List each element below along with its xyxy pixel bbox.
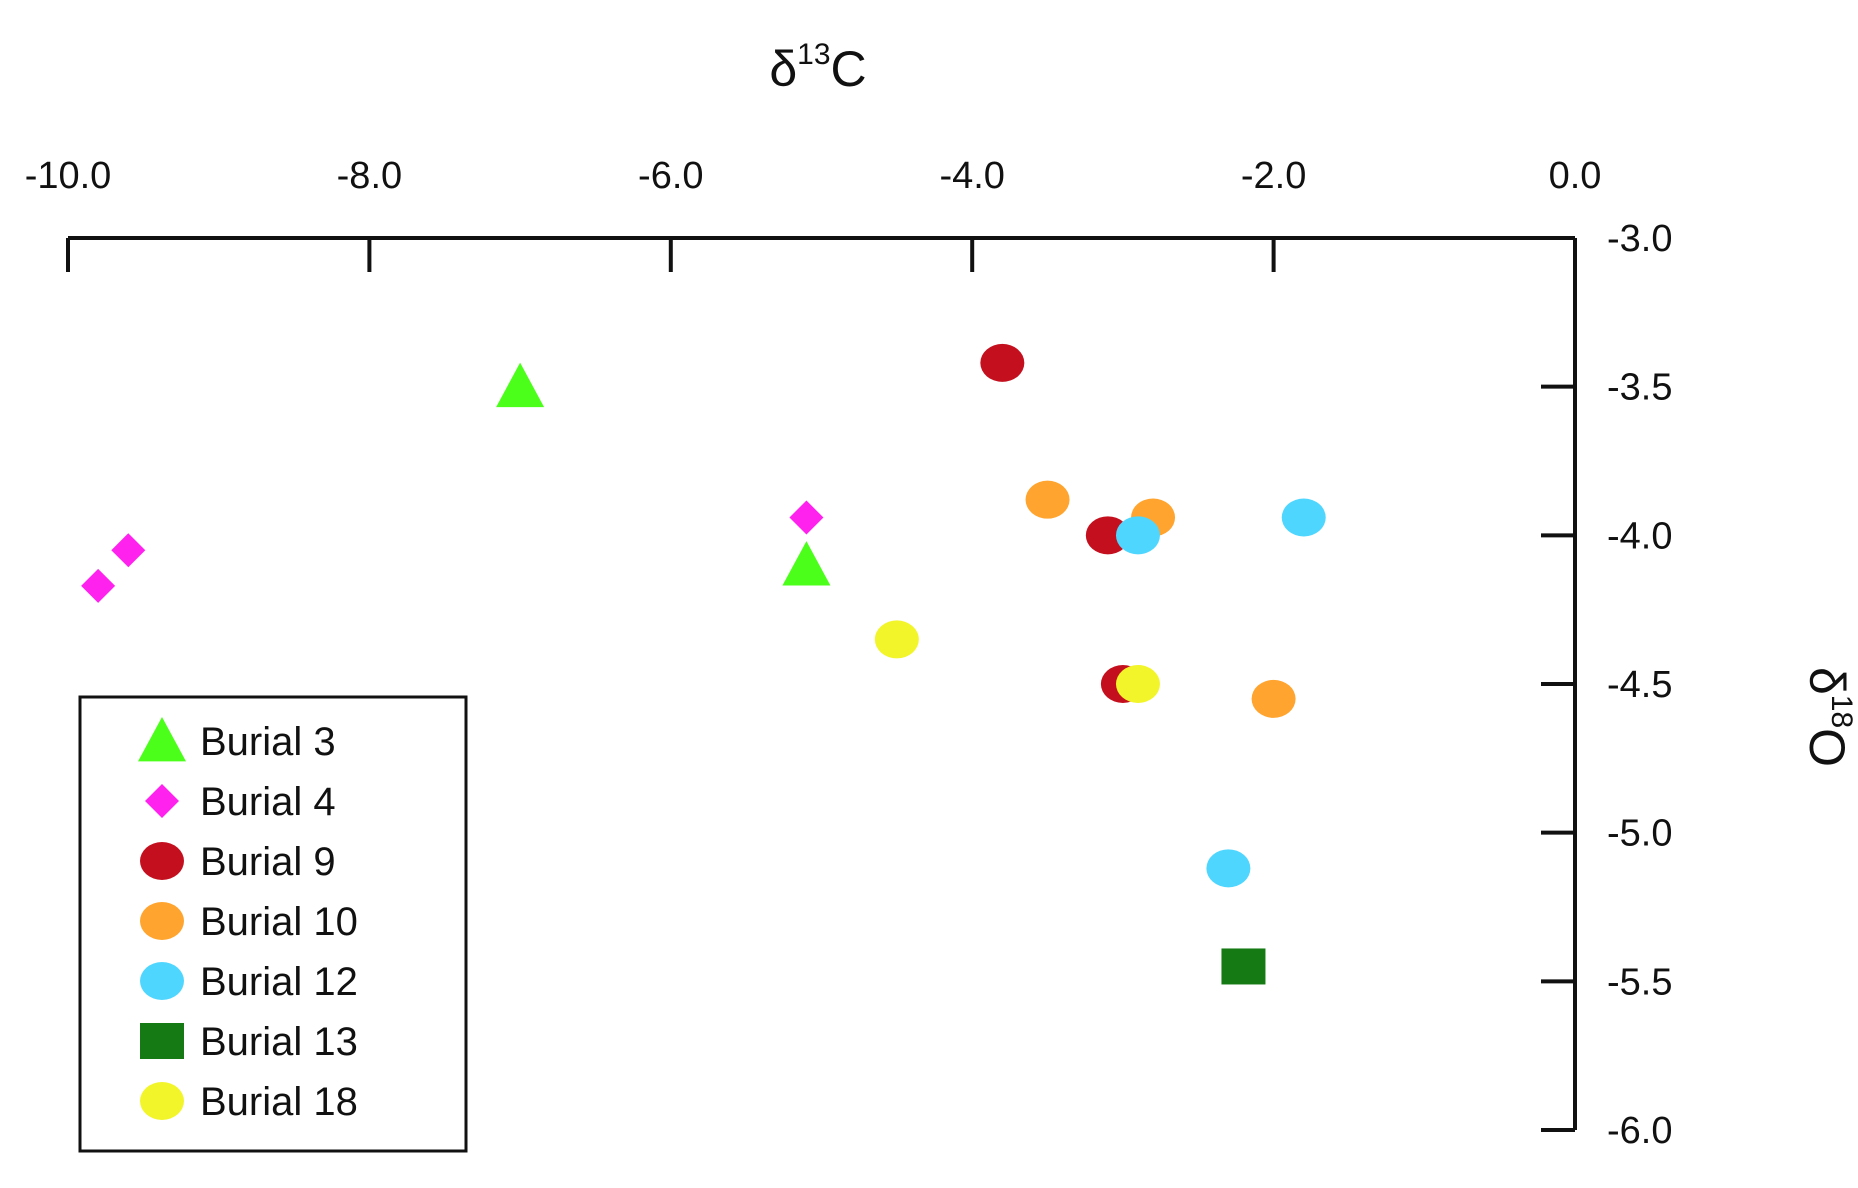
y-tick-label: -5.0 xyxy=(1607,813,1672,855)
x-tick-label: -2.0 xyxy=(1241,155,1306,197)
x-tick-label: -4.0 xyxy=(939,155,1004,197)
y-tick-label: -4.0 xyxy=(1607,515,1672,557)
legend-marker xyxy=(140,842,184,880)
x-tick-label: -6.0 xyxy=(638,155,703,197)
legend-marker xyxy=(140,1082,184,1120)
data-point xyxy=(1115,665,1160,703)
legend-marker xyxy=(145,784,179,818)
x-tick-label: -10.0 xyxy=(25,155,112,197)
data-point xyxy=(1085,516,1130,555)
y-tick-label: -5.5 xyxy=(1607,961,1672,1003)
axes: -10.0 -8.0 -6.0 -4.0 -2.0 0.0-3.0 -3.5 -4.0 -4.5… xyxy=(25,155,1673,1152)
data-point xyxy=(782,541,831,586)
y-tick-label: -3.5 xyxy=(1607,367,1672,409)
legend-label: Burial 10 xyxy=(200,900,358,944)
data-point xyxy=(789,500,824,535)
data-point xyxy=(1221,948,1266,985)
y-tick-label: -4.5 xyxy=(1607,664,1672,706)
legend: Burial 3 Burial 4 Burial 9 Burial 10 Burial … xyxy=(78,695,468,1153)
x-tick-label: 0.0 xyxy=(1549,155,1602,197)
legend-marker xyxy=(138,717,186,762)
y-axis-title: δ18O xyxy=(1799,667,1858,767)
y-tick-label: -6.0 xyxy=(1607,1110,1672,1152)
y-tick-label: -3.0 xyxy=(1607,218,1672,260)
data-point xyxy=(1025,480,1070,519)
legend-label: Burial 4 xyxy=(200,780,336,824)
data-point xyxy=(1251,679,1296,718)
legend-marker xyxy=(140,1023,184,1059)
data-point xyxy=(496,362,545,408)
legend-label: Burial 18 xyxy=(200,1080,358,1124)
legend-marker xyxy=(140,962,184,1000)
x-axis-title: δ13C xyxy=(769,38,866,97)
data-point xyxy=(1281,498,1326,537)
data-point xyxy=(111,533,146,568)
data-point xyxy=(874,620,919,659)
legend-label: Burial 9 xyxy=(200,840,336,884)
legend-label: Burial 3 xyxy=(200,720,336,764)
legend-label: Burial 12 xyxy=(200,960,358,1004)
data-point xyxy=(980,343,1025,382)
legend-marker xyxy=(140,902,184,940)
x-tick-label: -8.0 xyxy=(337,155,402,197)
legend-label: Burial 13 xyxy=(200,1020,358,1064)
data-point xyxy=(1206,849,1251,888)
data-points xyxy=(81,343,1326,985)
data-point xyxy=(81,568,116,603)
data-point xyxy=(1115,516,1160,555)
